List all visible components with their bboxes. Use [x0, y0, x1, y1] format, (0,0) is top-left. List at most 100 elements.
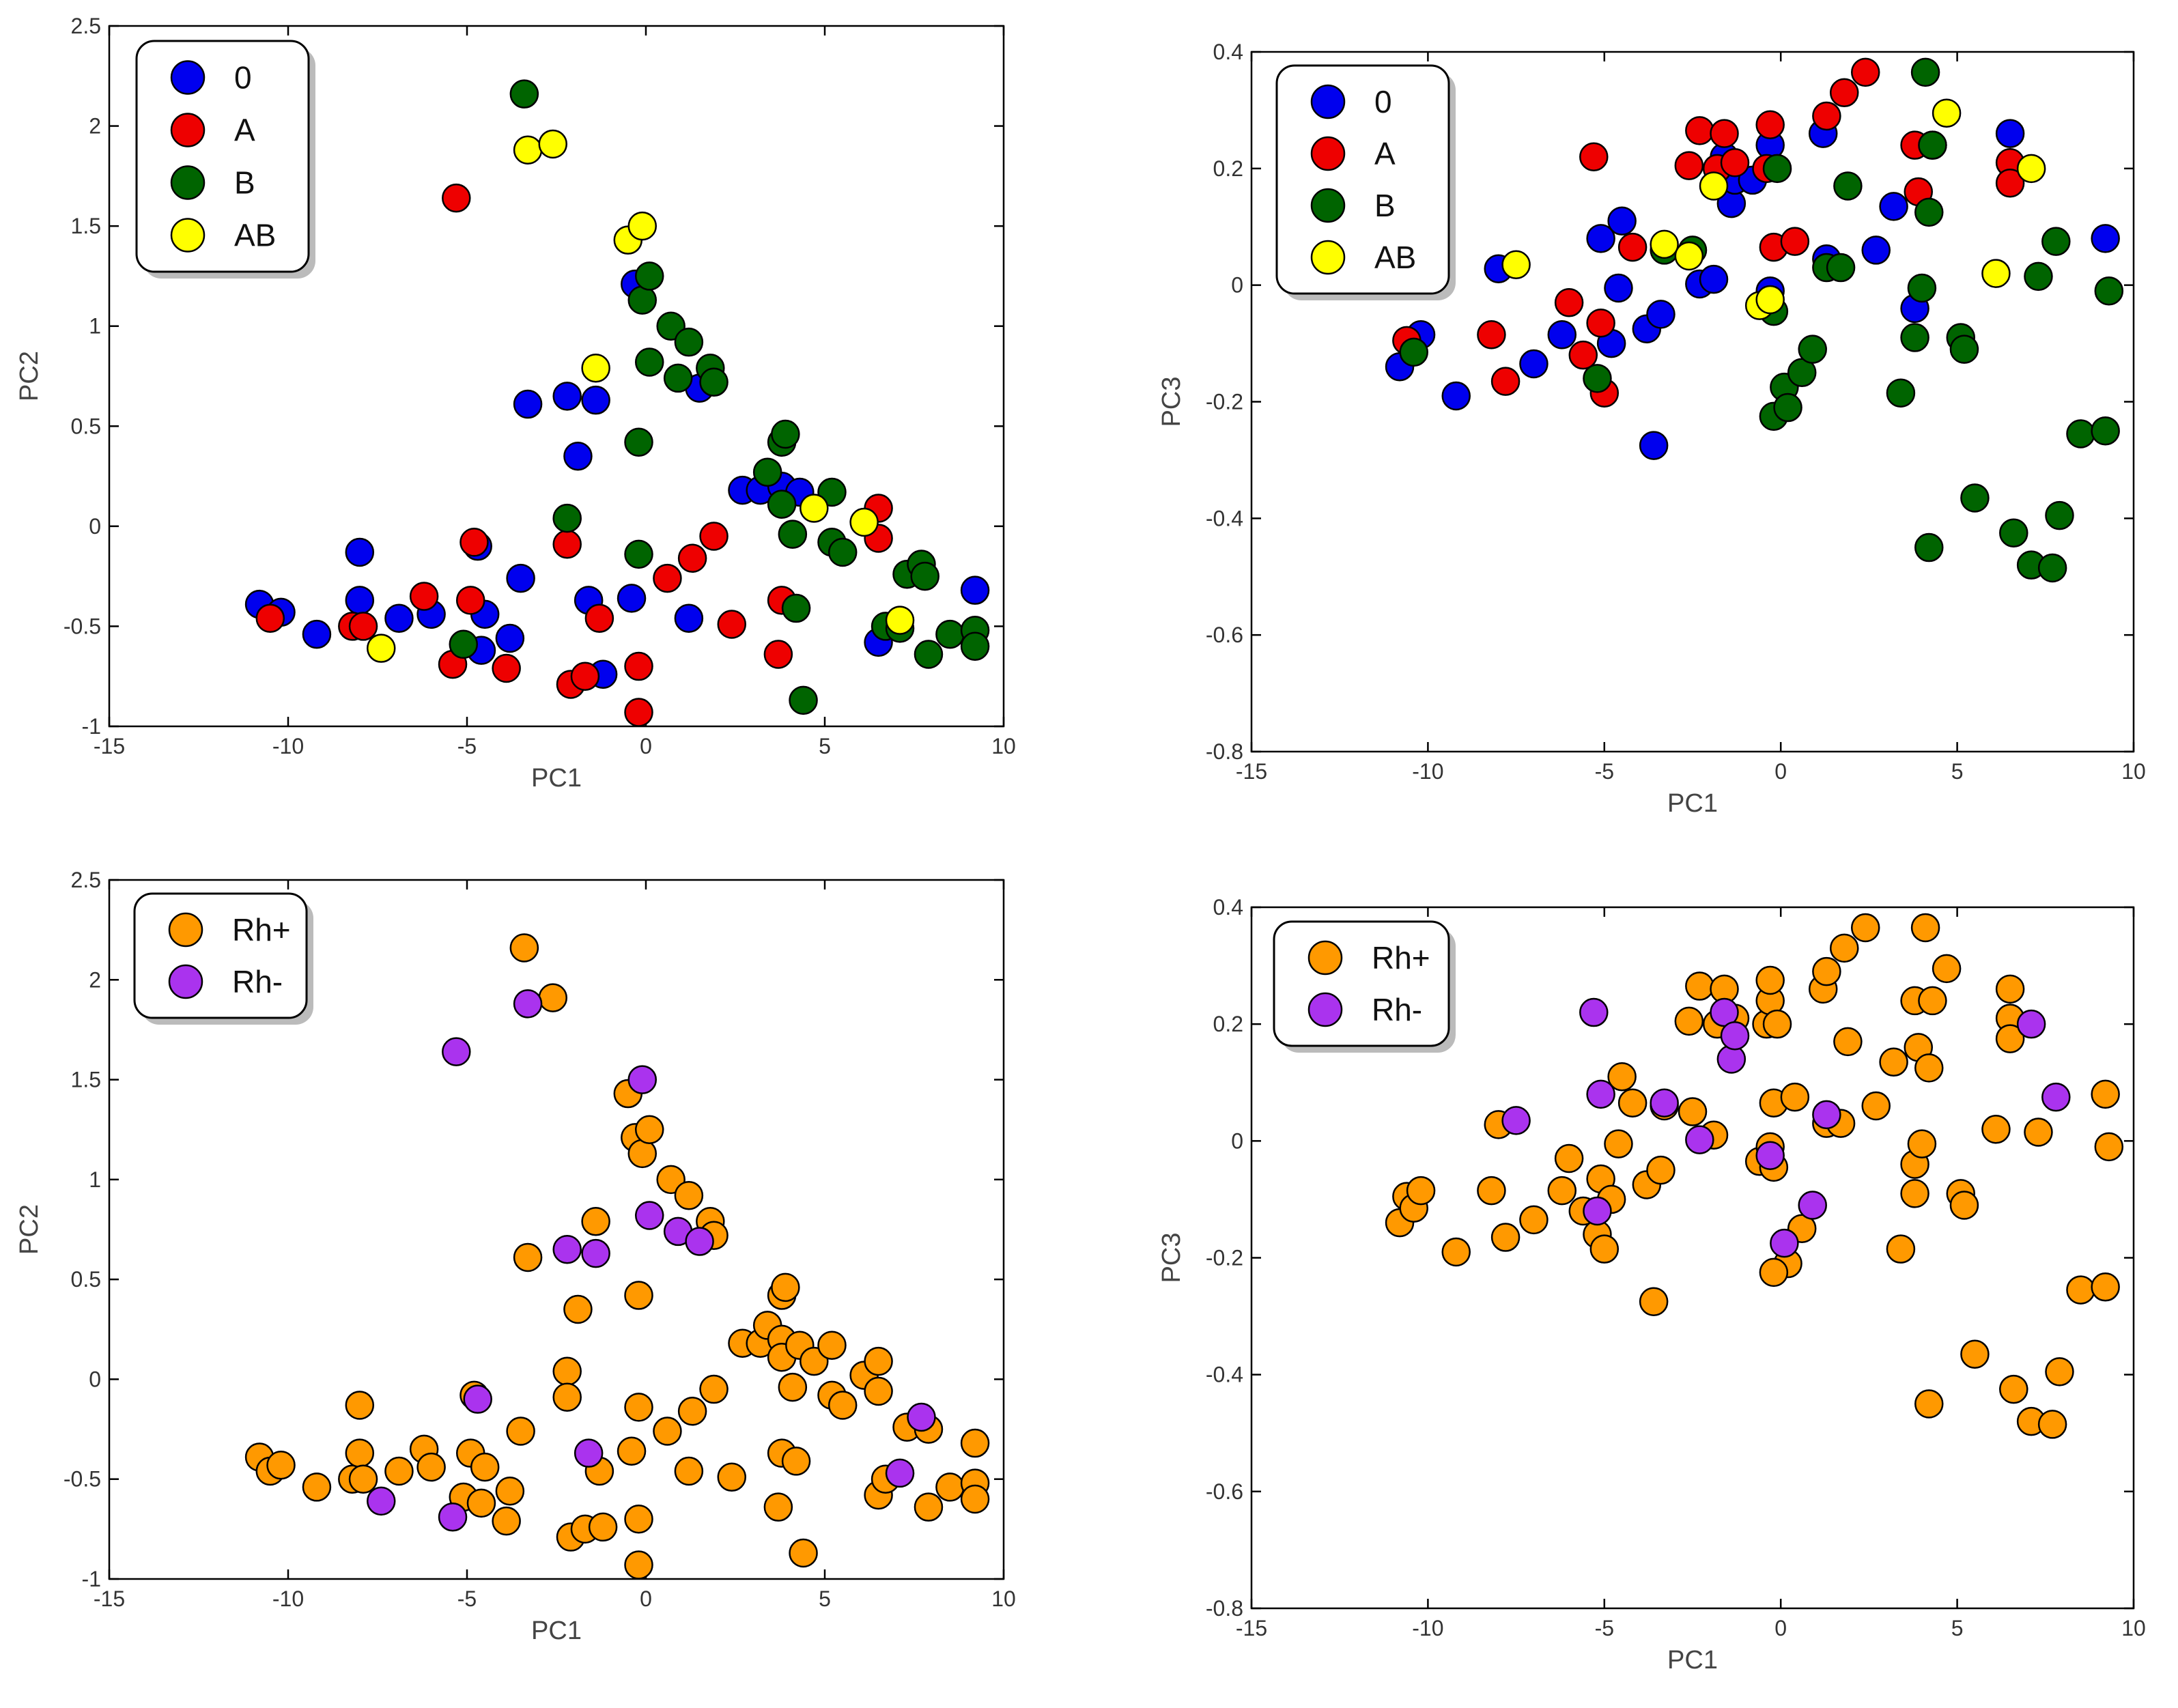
- legend-label: AB: [234, 218, 276, 253]
- legend-box: [1275, 64, 1450, 295]
- data-point: [1646, 1155, 1675, 1185]
- data-point: [2066, 1275, 2095, 1305]
- data-point: [1519, 1205, 1548, 1235]
- chart-panel-4: -15 -10 -5 0 5 10 -0.8 -0.6 -0.4 -0.2 0 0.2 0.4 PC1 PC…: [1157, 895, 2146, 1675]
- data-point: [552, 1382, 582, 1412]
- data-point: [1759, 1257, 1789, 1287]
- data-point: [466, 1488, 496, 1518]
- data-point: [1607, 206, 1637, 236]
- x-axis: -15 -10 -5 0 5 10: [1236, 52, 2146, 784]
- data-point: [509, 79, 539, 109]
- data-point: [653, 1417, 682, 1446]
- data-point: [581, 385, 610, 415]
- data-point: [1650, 229, 1679, 259]
- x-axis-label: PC1: [1667, 1646, 1718, 1675]
- data-point: [1914, 1389, 1944, 1419]
- data-point: [1780, 227, 1810, 256]
- legend-label: 0: [1374, 84, 1392, 119]
- data-point: [1829, 933, 1859, 963]
- x-axis-label: PC1: [531, 764, 582, 793]
- y-tick-label: 0: [89, 514, 101, 539]
- y-tick-label: -1: [82, 1567, 101, 1591]
- series-AB: [366, 129, 915, 663]
- legend-label: Rh+: [1372, 940, 1430, 976]
- y-tick-label: 1: [89, 1167, 101, 1192]
- legend-label: B: [1374, 188, 1396, 223]
- data-point: [563, 1294, 593, 1324]
- data-point: [960, 631, 990, 661]
- data-point: [2045, 500, 2074, 530]
- data-point: [492, 653, 521, 683]
- data-point: [699, 367, 729, 397]
- data-point: [699, 1374, 729, 1404]
- data-point: [1579, 997, 1609, 1027]
- y-tick-label: -0.6: [1206, 623, 1243, 647]
- legend-marker: [1307, 992, 1343, 1027]
- x-tick-label: -5: [1595, 759, 1614, 784]
- x-tick-label: -10: [272, 734, 304, 758]
- data-point: [960, 1484, 990, 1514]
- data-point: [1650, 1088, 1679, 1118]
- data-point: [1918, 986, 1947, 1016]
- data-point: [1914, 197, 1944, 227]
- data-point: [266, 1450, 296, 1480]
- data-point: [1932, 954, 1962, 984]
- legend-label: A: [234, 113, 255, 148]
- data-point: [677, 1396, 707, 1426]
- x-tick-label: 10: [2121, 759, 2146, 784]
- data-point: [674, 1181, 704, 1210]
- y-tick-label: 0.4: [1213, 895, 1243, 920]
- series-0: [1385, 119, 2120, 460]
- data-point: [800, 494, 829, 523]
- y-axis-label: PC3: [1157, 377, 1186, 427]
- data-point: [513, 989, 543, 1019]
- y-tick-label: -0.8: [1206, 739, 1243, 764]
- y-tick-label: -0.2: [1206, 390, 1243, 414]
- x-tick-label: -10: [1412, 1616, 1443, 1640]
- data-point: [674, 603, 704, 633]
- data-point: [1900, 1179, 1929, 1208]
- legend-marker: [1310, 188, 1346, 223]
- data-point: [1910, 57, 1940, 87]
- data-point: [1981, 1114, 2011, 1144]
- data-point: [1886, 1234, 1916, 1264]
- y-tick-label: 1: [89, 314, 101, 339]
- data-point: [771, 419, 800, 449]
- y-tick-label: 0.5: [71, 414, 101, 438]
- data-point: [1678, 1097, 1708, 1126]
- data-point: [2024, 261, 2053, 291]
- x-tick-label: 0: [1774, 759, 1787, 784]
- data-point: [763, 1492, 793, 1522]
- x-tick-label: 5: [1951, 1616, 1964, 1640]
- data-point: [864, 1346, 893, 1376]
- data-point: [1755, 1141, 1785, 1170]
- data-point: [552, 503, 582, 533]
- legend-box: [135, 40, 310, 273]
- data-point: [1949, 335, 1979, 364]
- data-point: [384, 603, 414, 633]
- data-point: [552, 529, 582, 559]
- data-point: [2091, 1079, 2120, 1109]
- data-point: [463, 1384, 492, 1414]
- data-point: [1501, 1106, 1531, 1135]
- data-point: [1914, 532, 1944, 563]
- data-point: [1850, 913, 1880, 943]
- data-point: [1674, 241, 1704, 271]
- data-point: [653, 563, 682, 593]
- data-point: [345, 537, 375, 567]
- data-point: [1604, 1129, 1633, 1158]
- data-point: [685, 1227, 714, 1256]
- data-point: [907, 1402, 936, 1432]
- data-point: [552, 1235, 582, 1264]
- data-point: [1646, 300, 1675, 329]
- y-axis-label: PC2: [15, 351, 44, 401]
- data-point: [1674, 1006, 1704, 1036]
- data-point: [345, 586, 375, 615]
- x-tick-label: 5: [819, 1586, 831, 1611]
- data-point: [817, 1330, 847, 1360]
- data-point: [1674, 151, 1704, 180]
- legend-marker: [1310, 84, 1346, 119]
- data-point: [1399, 337, 1428, 367]
- data-point: [2094, 1132, 2124, 1162]
- data-point: [1995, 1024, 2025, 1053]
